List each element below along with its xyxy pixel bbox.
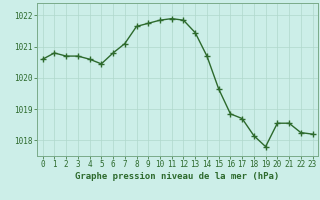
X-axis label: Graphe pression niveau de la mer (hPa): Graphe pression niveau de la mer (hPa) xyxy=(76,172,280,181)
